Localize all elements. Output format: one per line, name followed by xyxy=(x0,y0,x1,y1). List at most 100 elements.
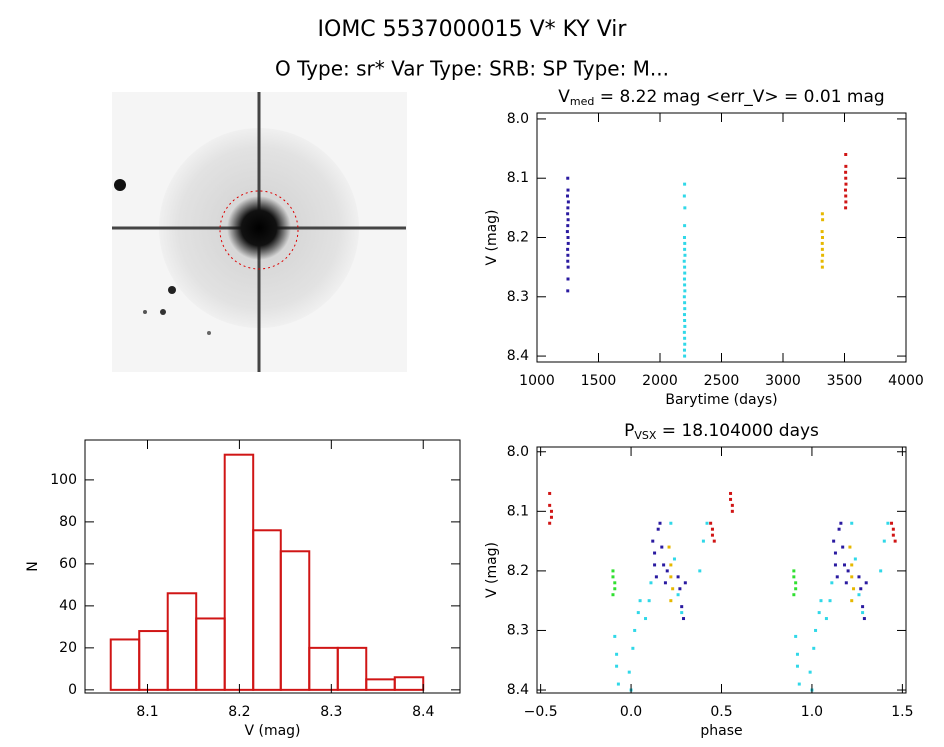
data-point xyxy=(656,527,660,531)
data-point xyxy=(794,634,798,638)
data-point xyxy=(548,503,552,507)
data-point xyxy=(683,581,687,585)
data-point xyxy=(841,545,845,549)
x-tick-label: 3000 xyxy=(765,373,801,389)
data-point xyxy=(862,617,866,621)
histogram-bar xyxy=(138,630,169,691)
data-point xyxy=(830,581,834,585)
data-point xyxy=(566,206,570,210)
data-point xyxy=(820,259,824,263)
data-point xyxy=(844,164,848,168)
data-point xyxy=(839,521,843,525)
data-point xyxy=(566,188,570,192)
data-point xyxy=(814,628,818,632)
plot-frame xyxy=(536,446,907,694)
data-point xyxy=(844,194,848,198)
histogram-bar xyxy=(365,678,396,691)
data-point xyxy=(663,581,667,585)
data-point xyxy=(683,301,687,305)
data-point xyxy=(819,599,823,603)
data-point xyxy=(683,307,687,311)
data-point xyxy=(850,599,854,603)
data-point xyxy=(549,515,553,519)
x-tick-label: 8.3 xyxy=(320,704,342,720)
data-point xyxy=(886,521,890,525)
data-point xyxy=(729,497,733,501)
data-point xyxy=(566,236,570,239)
data-point xyxy=(843,188,847,192)
y-tick-label: 0 xyxy=(68,682,77,698)
data-point xyxy=(566,253,570,257)
data-point xyxy=(833,563,837,567)
data-point xyxy=(808,670,812,674)
data-point xyxy=(649,581,653,585)
data-point xyxy=(795,652,799,656)
data-point xyxy=(795,664,799,668)
data-point xyxy=(891,527,895,531)
x-tick-label: 0.5 xyxy=(710,704,732,720)
data-point xyxy=(611,593,615,597)
data-point xyxy=(672,557,676,561)
histogram-bar xyxy=(223,453,255,691)
y-tick-label: 8.3 xyxy=(507,289,529,305)
x-tick-label: −0.5 xyxy=(524,704,558,720)
data-point xyxy=(683,253,687,257)
y-tick-label: 20 xyxy=(59,640,77,656)
data-point xyxy=(821,253,825,257)
plot-title: PVSX = 18.104000 days xyxy=(624,421,819,442)
data-point xyxy=(665,569,669,573)
data-point xyxy=(857,593,861,597)
y-tick-label: 8.4 xyxy=(507,682,529,698)
data-point xyxy=(658,521,662,525)
x-tick-label: 1.5 xyxy=(891,704,913,720)
data-point xyxy=(653,551,657,555)
x-tick-label: 1.0 xyxy=(801,704,823,720)
title-sub: VSX xyxy=(634,429,657,442)
title-sub: med xyxy=(570,95,594,108)
data-point xyxy=(861,611,865,615)
data-point xyxy=(611,569,615,573)
data-point xyxy=(864,581,868,585)
data-point xyxy=(669,563,673,567)
data-point xyxy=(631,646,635,650)
data-point xyxy=(683,271,687,275)
data-point xyxy=(820,212,824,216)
x-tick-label: 1500 xyxy=(581,373,617,389)
plot-frame xyxy=(536,112,907,363)
data-point xyxy=(680,605,684,609)
x-axis-label: Barytime (days) xyxy=(665,392,777,408)
data-point xyxy=(683,289,687,293)
data-point xyxy=(683,241,687,245)
data-point xyxy=(850,521,854,525)
data-point xyxy=(792,593,796,597)
data-point xyxy=(683,182,687,186)
y-tick-label: 60 xyxy=(59,556,77,572)
data-point xyxy=(682,194,686,198)
data-point xyxy=(844,581,848,585)
data-point xyxy=(616,682,620,686)
data-point xyxy=(660,545,664,549)
data-point xyxy=(548,521,552,525)
data-point xyxy=(710,533,714,537)
x-tick-label: 2000 xyxy=(642,373,678,389)
data-point xyxy=(566,200,570,204)
data-point xyxy=(861,605,865,609)
y-tick-label: 8.4 xyxy=(507,348,529,364)
x-tick-label: 2500 xyxy=(704,373,740,389)
data-point xyxy=(678,587,682,591)
data-point xyxy=(850,575,854,579)
data-point xyxy=(820,230,824,234)
data-point xyxy=(729,491,733,495)
data-point xyxy=(566,241,570,245)
data-point xyxy=(891,533,895,537)
histogram-bar xyxy=(109,638,141,691)
data-point xyxy=(698,569,702,573)
data-point xyxy=(817,611,821,615)
data-point xyxy=(879,569,883,573)
data-point xyxy=(683,342,687,346)
data-point xyxy=(859,587,863,591)
data-point xyxy=(683,324,687,328)
y-axis-label: N xyxy=(25,561,41,571)
x-tick-label: 4000 xyxy=(888,373,924,389)
